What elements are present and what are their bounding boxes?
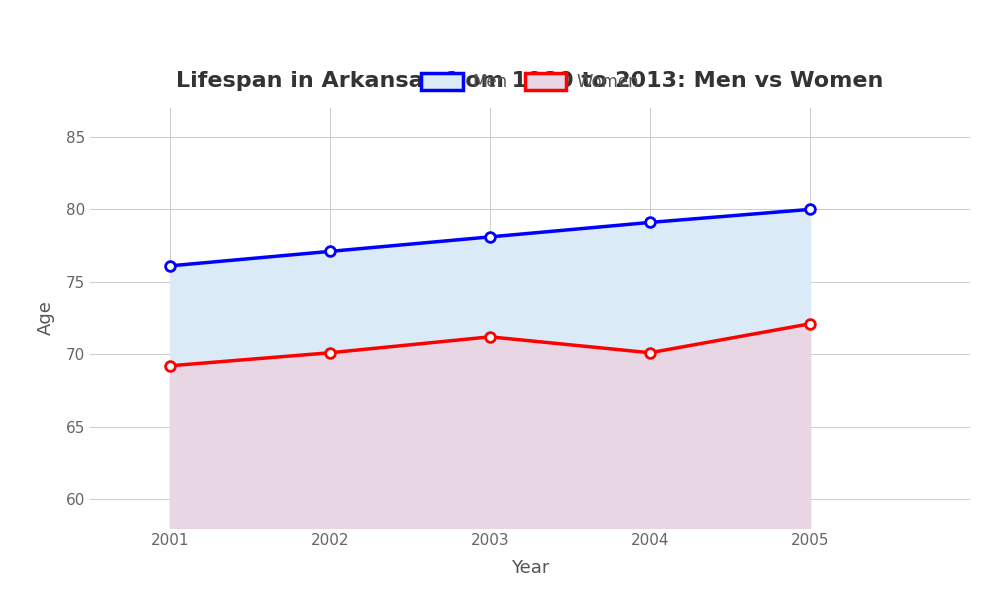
Y-axis label: Age: Age <box>37 301 55 335</box>
Title: Lifespan in Arkansas from 1980 to 2013: Men vs Women: Lifespan in Arkansas from 1980 to 2013: … <box>176 71 884 91</box>
X-axis label: Year: Year <box>511 559 549 577</box>
Legend: Men, Women: Men, Women <box>414 66 646 97</box>
